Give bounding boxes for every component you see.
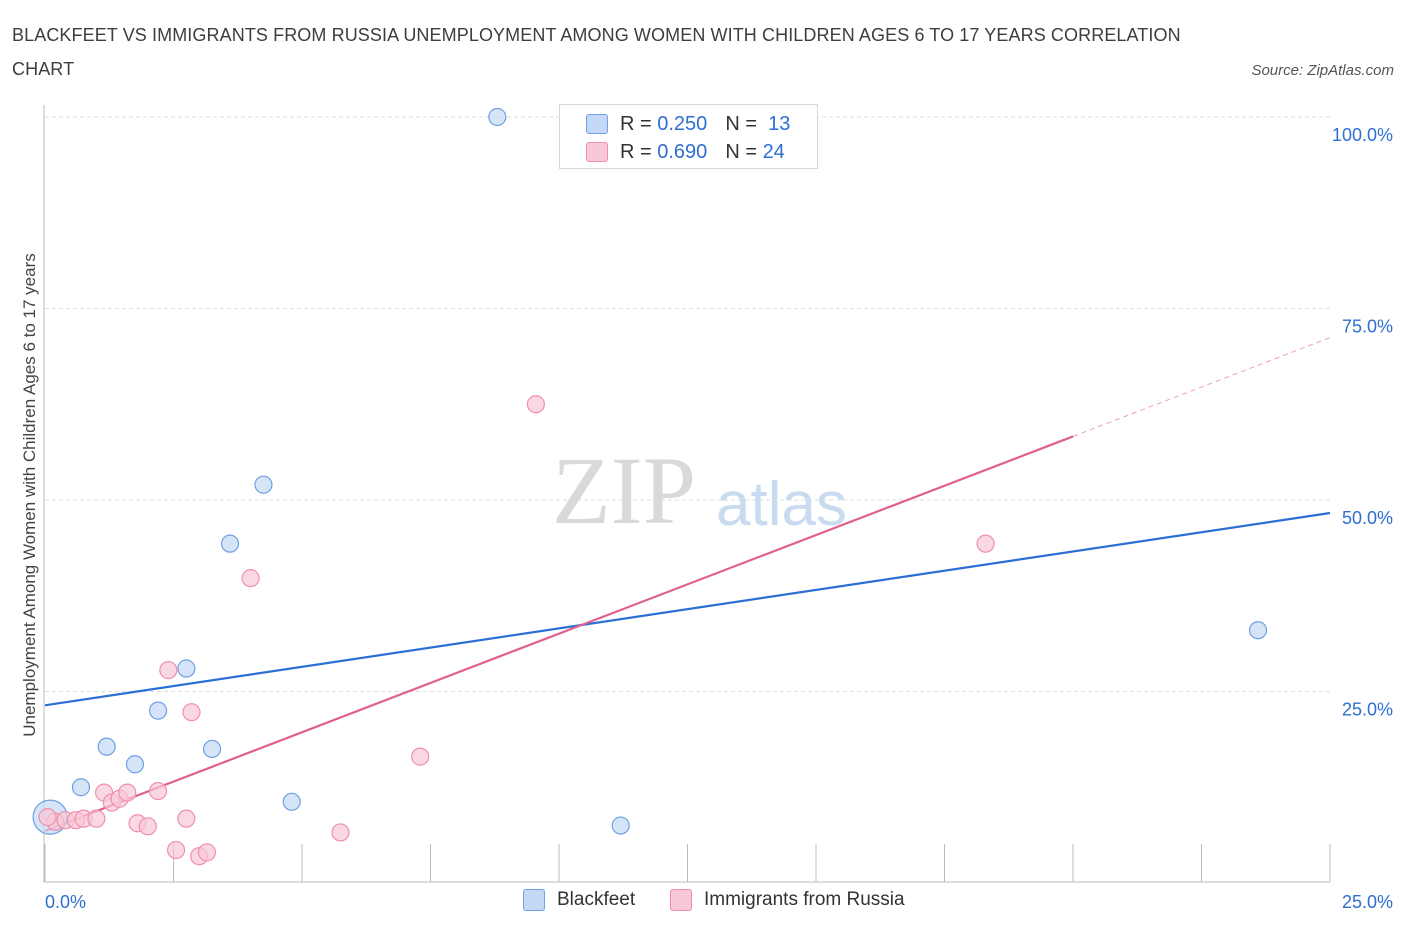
legend-n-value-blackfeet: 13: [768, 112, 791, 135]
data-point-russia: [197, 843, 217, 862]
chart-title: BLACKFEET VS IMMIGRANTS FROM RUSSIA UNEM…: [12, 25, 1181, 79]
legend-r-label: R =: [620, 140, 652, 163]
tick-labels: 25.0% 50.0% 75.0% 100.0% 0.0% 25.0%: [45, 125, 1393, 912]
data-point-russia: [177, 809, 196, 828]
bottom-legend-label-blackfeet: Blackfeet: [557, 889, 636, 910]
legend-r-value-russia: 0.690: [657, 140, 708, 163]
legend-n-label: N =: [725, 140, 757, 163]
x-tick-label: 0.0%: [45, 892, 86, 912]
y-tick-label: 75.0%: [1342, 317, 1393, 337]
data-point-russia: [241, 569, 260, 588]
legend-row-russia: R = 0.690 N = 24: [586, 140, 785, 164]
data-point-russia: [182, 703, 201, 722]
legend-n-value-russia: 24: [762, 140, 785, 163]
watermark: ZIP atlas: [552, 437, 847, 544]
data-point-russia: [148, 781, 168, 801]
data-point-russia: [138, 817, 157, 836]
legend-row-blackfeet: R = 0.250 N = 13: [586, 112, 790, 136]
data-point-russia: [87, 809, 106, 828]
axes: [43, 105, 1331, 883]
bottom-legend-blackfeet: Blackfeet: [523, 889, 635, 911]
data-point-blackfeet: [97, 737, 116, 756]
data-points: [32, 107, 1268, 866]
data-point-blackfeet: [125, 755, 145, 774]
data-point-russia: [976, 534, 995, 553]
data-point-russia: [411, 747, 430, 766]
x-tick-label: 25.0%: [1342, 892, 1393, 912]
data-point-russia: [118, 783, 137, 802]
data-point-blackfeet: [254, 475, 273, 494]
trend-line-russia-extension: [1072, 337, 1331, 437]
data-point-blackfeet: [177, 659, 196, 678]
data-point-russia: [166, 840, 186, 860]
bottom-legend-swatch-blackfeet: [523, 889, 545, 911]
y-tick-label: 100.0%: [1332, 125, 1393, 145]
correlation-legend: R = 0.250 N = 13 R = 0.690 N = 24: [559, 104, 818, 169]
data-point-blackfeet: [282, 792, 301, 811]
bottom-legend-swatch-russia: [670, 889, 692, 911]
watermark-atlas: atlas: [716, 470, 847, 539]
y-tick-label: 25.0%: [1342, 700, 1393, 720]
grid-lines: [45, 116, 1330, 692]
data-point-blackfeet: [71, 778, 91, 797]
data-point-blackfeet: [220, 534, 240, 553]
data-point-blackfeet: [611, 816, 630, 835]
trend-line-blackfeet: [44, 511, 1331, 707]
source-credit: Source: ZipAtlas.com: [1251, 62, 1394, 79]
legend-r-label: R =: [620, 112, 652, 135]
data-point-russia: [526, 395, 545, 414]
bottom-legend-label-russia: Immigrants from Russia: [704, 889, 905, 910]
data-point-blackfeet: [202, 739, 222, 759]
legend-n-label: N =: [725, 112, 757, 135]
data-point-blackfeet: [1248, 621, 1268, 640]
y-tick-label: 50.0%: [1342, 508, 1393, 528]
bottom-legend-russia: Immigrants from Russia: [670, 889, 905, 911]
data-point-russia: [38, 808, 57, 827]
data-point-russia: [331, 823, 350, 842]
watermark-zip: ZIP: [552, 437, 696, 544]
data-point-blackfeet: [488, 107, 507, 127]
data-point-blackfeet: [148, 701, 168, 720]
data-point-russia: [159, 660, 178, 680]
legend-swatch-russia: [586, 142, 608, 162]
trend-lines: [44, 337, 1331, 832]
legend-swatch-blackfeet: [586, 114, 608, 134]
trend-line-russia: [44, 435, 1074, 832]
legend-r-value-blackfeet: 0.250: [657, 112, 708, 135]
